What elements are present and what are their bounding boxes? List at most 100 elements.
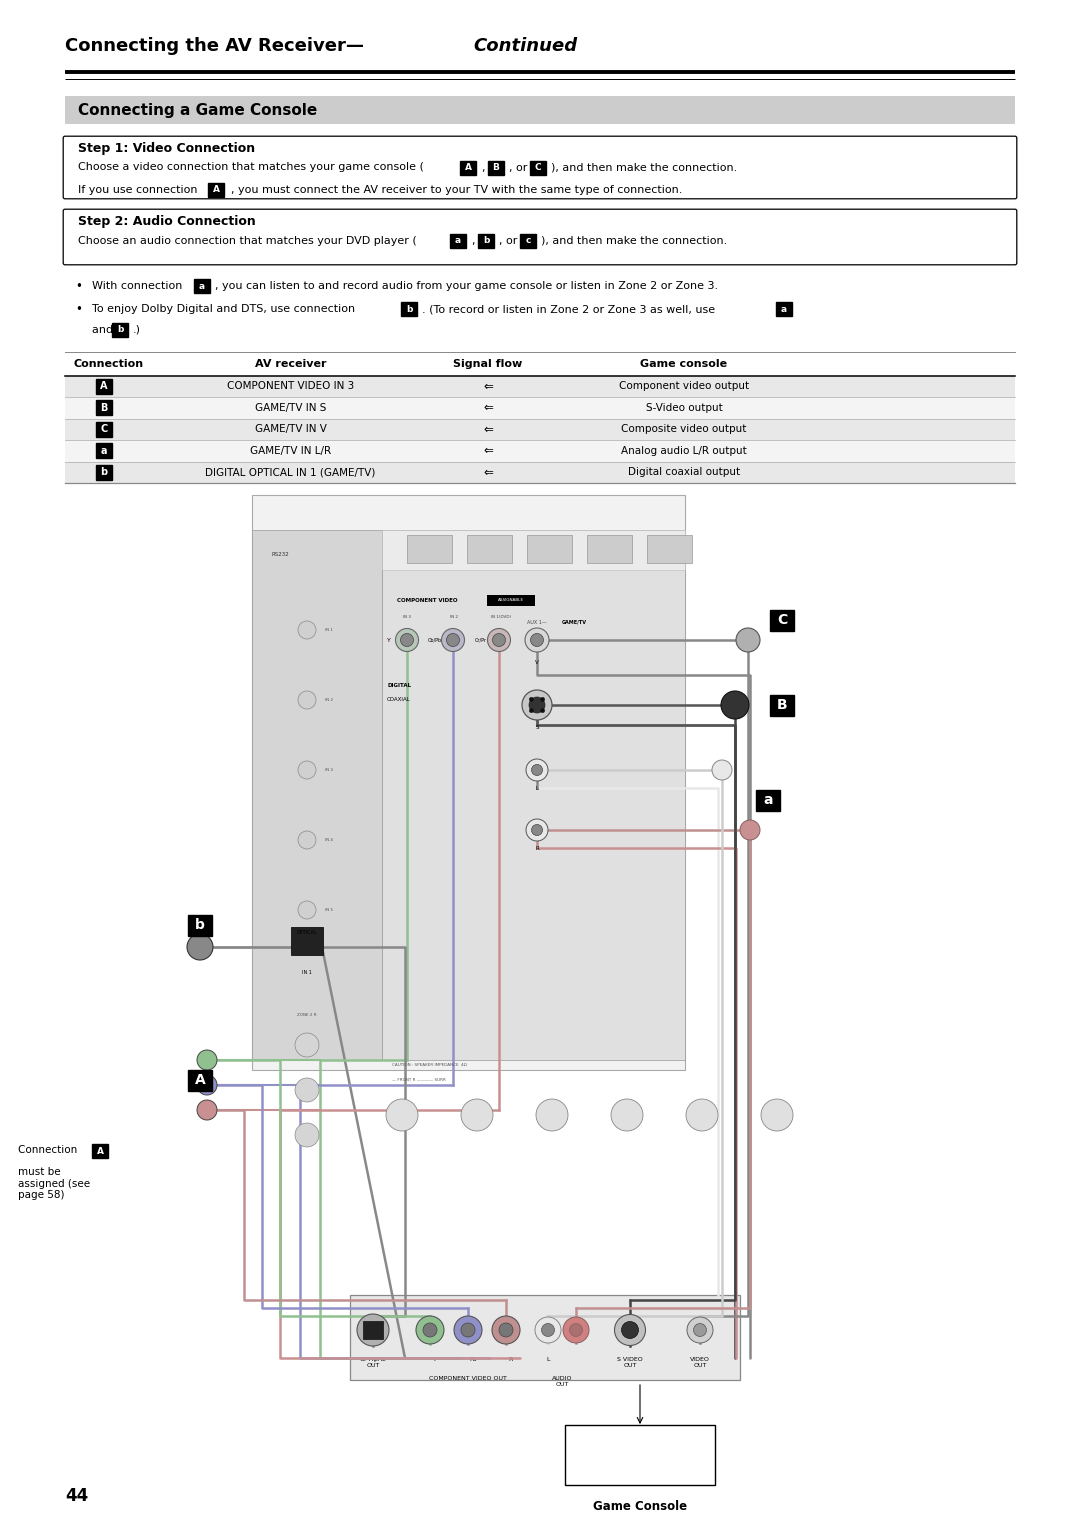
Circle shape bbox=[529, 697, 534, 702]
Text: To enjoy Dolby Digital and DTS, use connection: To enjoy Dolby Digital and DTS, use conn… bbox=[92, 304, 359, 314]
Circle shape bbox=[569, 1323, 582, 1337]
FancyBboxPatch shape bbox=[756, 789, 780, 810]
Text: a: a bbox=[781, 305, 787, 313]
Bar bbox=[65, 397, 1015, 418]
Text: b: b bbox=[483, 237, 489, 246]
Bar bbox=[65, 375, 1015, 397]
Text: a: a bbox=[100, 446, 107, 456]
Text: IN 1: IN 1 bbox=[302, 969, 312, 975]
Circle shape bbox=[529, 708, 534, 713]
Circle shape bbox=[761, 1099, 793, 1131]
Circle shape bbox=[721, 691, 750, 719]
Text: , you can listen to and record audio from your game console or listen in Zone 2 : , you can listen to and record audio fro… bbox=[215, 281, 718, 291]
FancyBboxPatch shape bbox=[92, 1144, 108, 1158]
FancyBboxPatch shape bbox=[96, 443, 112, 458]
Circle shape bbox=[487, 629, 511, 652]
Text: AUX 1—: AUX 1— bbox=[527, 620, 546, 624]
Text: Composite video output: Composite video output bbox=[621, 424, 746, 435]
Circle shape bbox=[531, 824, 542, 836]
Bar bbox=[467, 536, 512, 563]
Text: B: B bbox=[100, 403, 108, 412]
FancyBboxPatch shape bbox=[770, 609, 794, 630]
Bar bbox=[252, 530, 382, 1061]
Text: B: B bbox=[492, 163, 499, 172]
FancyBboxPatch shape bbox=[488, 160, 503, 174]
Circle shape bbox=[401, 633, 414, 647]
Circle shape bbox=[735, 629, 760, 652]
Circle shape bbox=[386, 1099, 418, 1131]
Text: AV receiver: AV receiver bbox=[255, 359, 326, 369]
Text: A: A bbox=[100, 382, 108, 391]
Text: c: c bbox=[525, 237, 530, 246]
Text: L: L bbox=[536, 786, 539, 790]
FancyBboxPatch shape bbox=[194, 279, 210, 293]
Text: IN 5: IN 5 bbox=[325, 908, 333, 913]
Bar bbox=[487, 595, 535, 606]
Text: OPTICAL: OPTICAL bbox=[297, 929, 318, 934]
Text: , you must connect the AV receiver to your TV with the same type of connection.: , you must connect the AV receiver to yo… bbox=[231, 185, 683, 194]
Text: a: a bbox=[455, 237, 461, 246]
Circle shape bbox=[529, 697, 545, 713]
Circle shape bbox=[525, 629, 549, 652]
Text: — FRONT R ———— SURR: — FRONT R ———— SURR bbox=[392, 1077, 446, 1082]
Text: VIDEO
OUT: VIDEO OUT bbox=[690, 1357, 710, 1367]
Text: ⇐: ⇐ bbox=[483, 401, 492, 414]
Text: b: b bbox=[406, 305, 413, 313]
FancyBboxPatch shape bbox=[521, 233, 536, 247]
Text: B: B bbox=[777, 697, 787, 713]
FancyBboxPatch shape bbox=[530, 160, 545, 174]
Text: Y: Y bbox=[387, 638, 391, 642]
FancyBboxPatch shape bbox=[96, 400, 112, 415]
Text: 44: 44 bbox=[65, 1486, 89, 1505]
Circle shape bbox=[541, 708, 544, 713]
Circle shape bbox=[541, 1323, 554, 1337]
Bar bbox=[65, 96, 1015, 124]
Bar bbox=[588, 536, 632, 563]
FancyBboxPatch shape bbox=[450, 233, 465, 247]
Text: Step 1: Video Connection: Step 1: Video Connection bbox=[78, 142, 255, 156]
Circle shape bbox=[298, 691, 316, 710]
Text: .): .) bbox=[133, 325, 141, 334]
Circle shape bbox=[416, 1315, 444, 1344]
Text: ,: , bbox=[481, 162, 485, 172]
FancyBboxPatch shape bbox=[188, 914, 212, 935]
Bar bbox=[565, 1425, 715, 1485]
Text: Continued: Continued bbox=[473, 37, 577, 55]
Circle shape bbox=[531, 765, 542, 775]
Text: RS232: RS232 bbox=[272, 552, 289, 557]
Text: If you use connection: If you use connection bbox=[78, 185, 201, 194]
FancyBboxPatch shape bbox=[64, 136, 1016, 198]
Text: ⇐: ⇐ bbox=[483, 444, 492, 458]
Text: Choose an audio connection that matches your DVD player (: Choose an audio connection that matches … bbox=[78, 235, 417, 246]
Text: Pr: Pr bbox=[508, 1357, 514, 1363]
Text: ZONE 2 R: ZONE 2 R bbox=[297, 1013, 316, 1016]
Circle shape bbox=[298, 900, 316, 919]
Text: CAUTION : SPEAKER IMPEDANCE  4Ω: CAUTION : SPEAKER IMPEDANCE 4Ω bbox=[392, 1064, 467, 1067]
Text: and: and bbox=[92, 325, 117, 334]
Text: COMPONENT VIDEO: COMPONENT VIDEO bbox=[397, 598, 458, 603]
Text: S-Video output: S-Video output bbox=[646, 403, 723, 412]
Text: V: V bbox=[535, 659, 539, 664]
Text: Connection: Connection bbox=[18, 1144, 81, 1155]
Text: DIGITAL OPTICAL IN 1 (GAME/TV): DIGITAL OPTICAL IN 1 (GAME/TV) bbox=[205, 467, 376, 478]
FancyBboxPatch shape bbox=[188, 1070, 212, 1091]
Circle shape bbox=[686, 1099, 718, 1131]
Circle shape bbox=[530, 633, 543, 647]
Text: b: b bbox=[100, 467, 108, 478]
Bar bbox=[291, 926, 323, 955]
Text: IN 4: IN 4 bbox=[325, 838, 333, 842]
Circle shape bbox=[526, 819, 548, 841]
Text: a: a bbox=[199, 281, 205, 290]
FancyBboxPatch shape bbox=[777, 302, 792, 316]
Circle shape bbox=[541, 697, 544, 702]
Circle shape bbox=[522, 690, 552, 720]
Text: ), and then make the connection.: ), and then make the connection. bbox=[551, 162, 738, 172]
Text: ,: , bbox=[471, 235, 474, 246]
Text: Analog audio L/R output: Analog audio L/R output bbox=[621, 446, 747, 456]
Text: COMPONENT VIDEO OUT: COMPONENT VIDEO OUT bbox=[429, 1376, 507, 1381]
Text: C: C bbox=[100, 424, 108, 435]
Circle shape bbox=[197, 1074, 217, 1096]
Circle shape bbox=[295, 1123, 319, 1148]
Bar bbox=[65, 439, 1015, 461]
Text: C: C bbox=[777, 613, 787, 627]
